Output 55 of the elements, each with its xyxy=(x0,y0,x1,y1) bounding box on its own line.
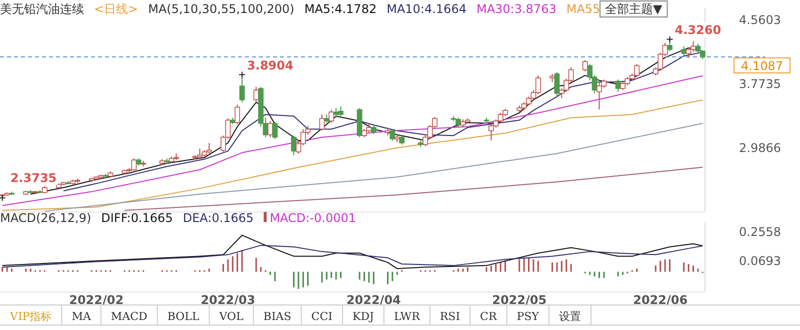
text: MA55 xyxy=(566,2,600,16)
y-tick-label: 3.7735 xyxy=(739,77,781,92)
text: LWR xyxy=(394,310,421,323)
chart-subtitle: <日线> xyxy=(94,2,138,16)
line-series xyxy=(2,99,704,211)
line-series xyxy=(2,75,704,206)
text: VOL xyxy=(218,310,244,323)
x-tick-label: 2022/02 xyxy=(69,293,124,307)
annotation: 3.8904 xyxy=(247,58,294,73)
text: CCI xyxy=(311,310,332,323)
series-label: DEA:0.1665 xyxy=(182,211,254,225)
text: BIAS xyxy=(263,310,292,323)
text: DIFF:0.1665 xyxy=(101,211,173,225)
x-tick-label: 2022/05 xyxy=(492,293,547,307)
candlestick xyxy=(272,121,278,140)
chart-title: 美无铅汽油连续 xyxy=(0,2,84,16)
line-series xyxy=(2,234,704,270)
y-tick-label: 0.2558 xyxy=(739,224,781,239)
candlestick xyxy=(234,104,240,125)
candlestick xyxy=(681,46,687,56)
text: MA5:4.1782 xyxy=(304,2,377,16)
x-tick-label: 2022/04 xyxy=(346,293,401,307)
ref-line-label: 4.1087 xyxy=(741,58,783,73)
annotation: 全部主题▼ xyxy=(605,2,663,16)
text: PSY xyxy=(516,310,540,323)
text: KDJ xyxy=(352,310,374,323)
x-tick-label: 2022/03 xyxy=(200,293,256,307)
annotation: 4.3260 xyxy=(674,23,722,38)
text: MA10:4.1664 xyxy=(386,2,466,16)
candlestick xyxy=(615,79,621,92)
candlestick xyxy=(686,47,692,58)
candlestick xyxy=(328,109,334,124)
text: 设置 xyxy=(558,310,581,323)
text: RSI xyxy=(440,310,460,323)
y-tick-label: 2.9866 xyxy=(739,141,781,156)
y-tick-label: 0.0693 xyxy=(739,254,781,268)
text: CR xyxy=(480,310,498,323)
line-series xyxy=(124,166,704,211)
text: MA xyxy=(72,310,92,323)
candlestick xyxy=(554,72,560,98)
annotation: 2.3735 xyxy=(10,170,57,185)
line-series xyxy=(2,244,704,268)
text: MA30:3.8763 xyxy=(476,2,556,16)
x-tick-label: 2022/06 xyxy=(633,293,688,307)
legend-label: MACD:-0.0001 xyxy=(270,211,356,225)
text: VIP指标 xyxy=(9,310,52,323)
text: BOLL xyxy=(167,310,200,323)
candlestick xyxy=(319,114,325,132)
text: MACD xyxy=(110,310,148,323)
candlestick xyxy=(582,60,588,72)
candlestick xyxy=(291,135,296,156)
chart-title: MACD(26,12,9) xyxy=(0,211,92,225)
legend-title: MA(5,10,30,55,100,200) xyxy=(148,2,294,16)
y-tick-label: 4.5603 xyxy=(739,13,781,28)
candlestick xyxy=(390,128,396,141)
